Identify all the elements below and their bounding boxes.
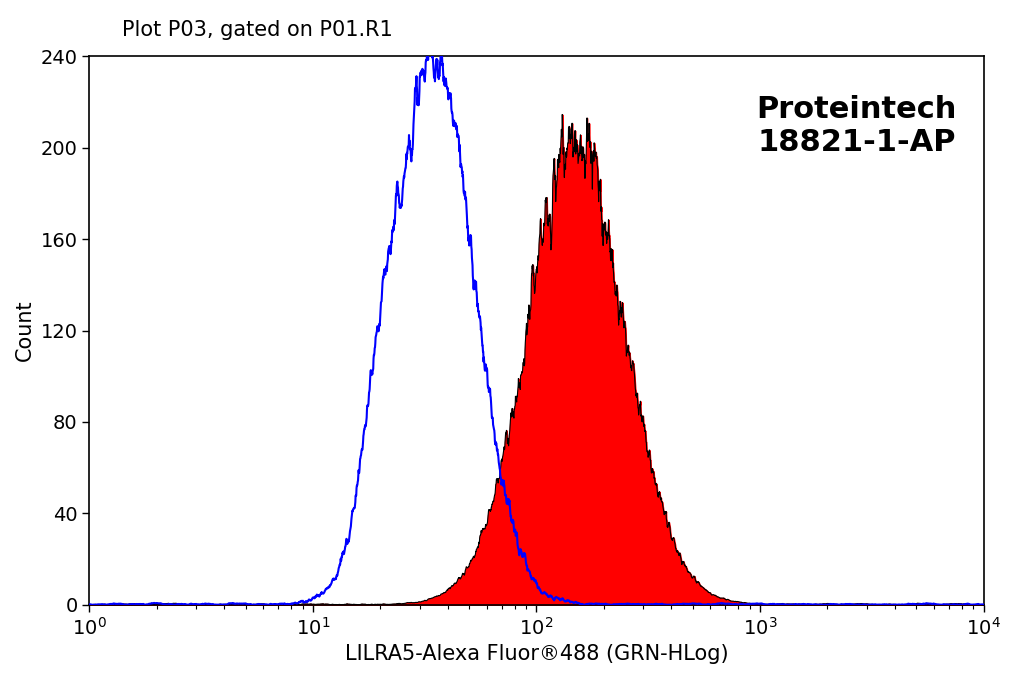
Text: Plot P03, gated on P01.R1: Plot P03, gated on P01.R1 [122,20,392,40]
X-axis label: LILRA5-Alexa Fluor®488 (GRN-HLog): LILRA5-Alexa Fluor®488 (GRN-HLog) [344,644,728,664]
Y-axis label: Count: Count [15,300,35,361]
Text: Proteintech
18821-1-AP: Proteintech 18821-1-AP [756,95,957,158]
